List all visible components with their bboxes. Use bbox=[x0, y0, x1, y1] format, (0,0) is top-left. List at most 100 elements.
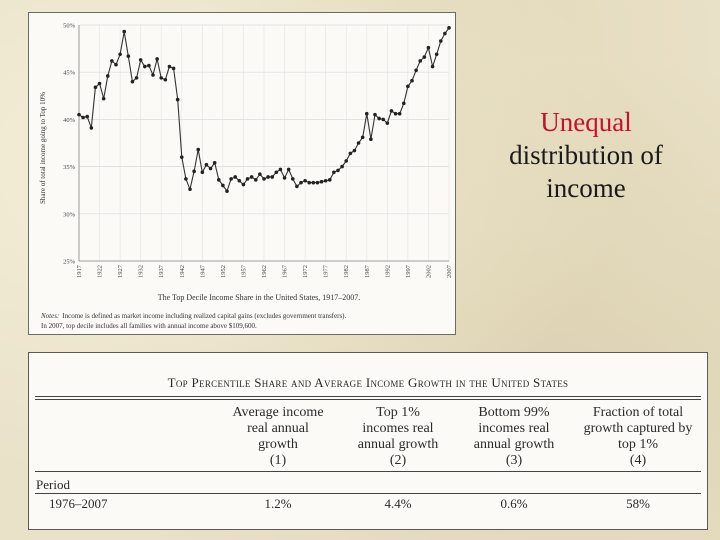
data-point bbox=[151, 73, 155, 77]
data-point bbox=[323, 178, 328, 183]
data-point bbox=[262, 177, 266, 181]
data-point bbox=[159, 76, 164, 80]
y-tick-label: 25% bbox=[63, 259, 76, 266]
x-tick-label: 1957 bbox=[240, 264, 247, 278]
chart-notes-line2: In 2007, top decile includes all familie… bbox=[41, 322, 257, 330]
slide-title-line-3: income bbox=[546, 173, 626, 203]
x-tick-label: 1917 bbox=[76, 264, 83, 278]
x-tick-label: 1967 bbox=[282, 264, 289, 278]
x-tick-label: 1932 bbox=[138, 265, 145, 278]
data-point bbox=[118, 52, 122, 57]
slide-title-line-2: distribution of bbox=[509, 140, 663, 170]
x-tick-label: 1937 bbox=[158, 264, 165, 278]
data-point bbox=[373, 112, 377, 117]
data-point bbox=[179, 155, 184, 159]
x-tick-label: 2002 bbox=[425, 265, 432, 278]
data-point bbox=[397, 111, 402, 116]
column-header-3-line-2: incomes real bbox=[478, 421, 550, 436]
column-header-1-line-2: real annual bbox=[247, 421, 309, 436]
data-point bbox=[126, 54, 131, 58]
column-header-4-line-1: Fraction of total bbox=[592, 405, 684, 420]
data-point bbox=[393, 111, 398, 116]
column-header-1-line-1: Average income bbox=[232, 405, 324, 420]
y-tick-label: 35% bbox=[63, 164, 76, 171]
data-point bbox=[147, 63, 151, 68]
column-header-2-line-1: Top 1% bbox=[376, 405, 420, 420]
data-point bbox=[142, 64, 147, 69]
y-tick-label: 50% bbox=[63, 23, 76, 30]
data-point bbox=[101, 96, 106, 101]
data-point bbox=[332, 170, 336, 175]
data-point bbox=[105, 74, 110, 78]
data-point bbox=[196, 147, 201, 152]
data-point bbox=[266, 175, 270, 179]
data-point bbox=[278, 167, 283, 172]
data-point bbox=[270, 175, 275, 179]
data-point bbox=[336, 168, 340, 173]
data-point bbox=[81, 115, 85, 120]
data-point bbox=[93, 85, 98, 90]
x-tick-label: 2007 bbox=[446, 264, 453, 278]
column-header-4-line-4: (4) bbox=[629, 453, 647, 468]
column-header-3-line-1: Bottom 99% bbox=[478, 405, 550, 420]
table-header-rule bbox=[35, 471, 701, 472]
x-tick-label: 1942 bbox=[179, 265, 186, 278]
column-header-4-line-2: growth captured by bbox=[583, 421, 693, 436]
data-point bbox=[138, 58, 143, 62]
table-title: Top Percentile Share and Average Income … bbox=[167, 375, 569, 390]
data-point bbox=[216, 178, 221, 182]
row-header-label: Period bbox=[36, 477, 70, 492]
data-point bbox=[77, 112, 81, 117]
x-tick-label: 1947 bbox=[199, 264, 206, 278]
data-point bbox=[274, 170, 279, 175]
column-header-3-line-3: annual growth bbox=[473, 437, 555, 452]
y-tick-label: 40% bbox=[63, 117, 76, 124]
data-point bbox=[389, 109, 394, 113]
x-tick-label: 1977 bbox=[323, 264, 330, 278]
data-point bbox=[401, 101, 406, 106]
column-header-3: Bottom 99% incomes real annual growth (3… bbox=[442, 405, 586, 469]
data-point bbox=[89, 126, 94, 130]
notes-text-1: Income is defined as market income inclu… bbox=[62, 312, 346, 320]
data-point bbox=[286, 167, 291, 172]
table-top-rule bbox=[35, 396, 701, 397]
table-top-rule-2 bbox=[35, 399, 701, 400]
data-point bbox=[130, 79, 135, 84]
data-point bbox=[385, 121, 390, 125]
x-tick-label: 1992 bbox=[384, 265, 391, 278]
data-point bbox=[241, 182, 246, 187]
table-row-rule bbox=[35, 493, 701, 494]
data-point bbox=[122, 29, 127, 34]
data-point bbox=[377, 116, 381, 121]
data-point bbox=[414, 68, 418, 73]
data-point bbox=[369, 137, 373, 142]
x-tick-label: 1927 bbox=[117, 264, 124, 278]
data-point bbox=[319, 179, 324, 184]
data-point bbox=[171, 66, 176, 71]
data-point bbox=[303, 178, 307, 183]
column-header-4-line-3: top 1% bbox=[617, 437, 659, 452]
data-point bbox=[200, 170, 205, 175]
data-point bbox=[340, 164, 344, 169]
data-point bbox=[410, 78, 414, 83]
column-header-1-line-3: growth bbox=[258, 437, 298, 452]
data-point bbox=[422, 55, 427, 59]
data-point bbox=[233, 175, 238, 179]
slide-title: Unequal distribution of income bbox=[462, 106, 710, 205]
data-point bbox=[290, 177, 295, 181]
data-point bbox=[253, 178, 258, 182]
table-row-period: 1976–2007 bbox=[49, 496, 108, 511]
table-cell-bottom99-growth: 0.6% bbox=[500, 496, 528, 511]
data-point bbox=[221, 183, 225, 188]
x-tick-label: 1982 bbox=[343, 265, 350, 278]
data-point bbox=[430, 64, 435, 69]
data-point bbox=[352, 148, 357, 153]
data-point bbox=[229, 177, 233, 181]
data-point bbox=[155, 57, 159, 61]
column-header-2-line-3: annual growth bbox=[357, 437, 439, 452]
table-cell-fraction-captured: 58% bbox=[626, 496, 650, 511]
y-axis-label: Share of total income going to Top 10% bbox=[39, 92, 47, 204]
data-point bbox=[110, 59, 114, 63]
data-point bbox=[381, 117, 386, 122]
x-tick-label: 1997 bbox=[405, 264, 412, 278]
